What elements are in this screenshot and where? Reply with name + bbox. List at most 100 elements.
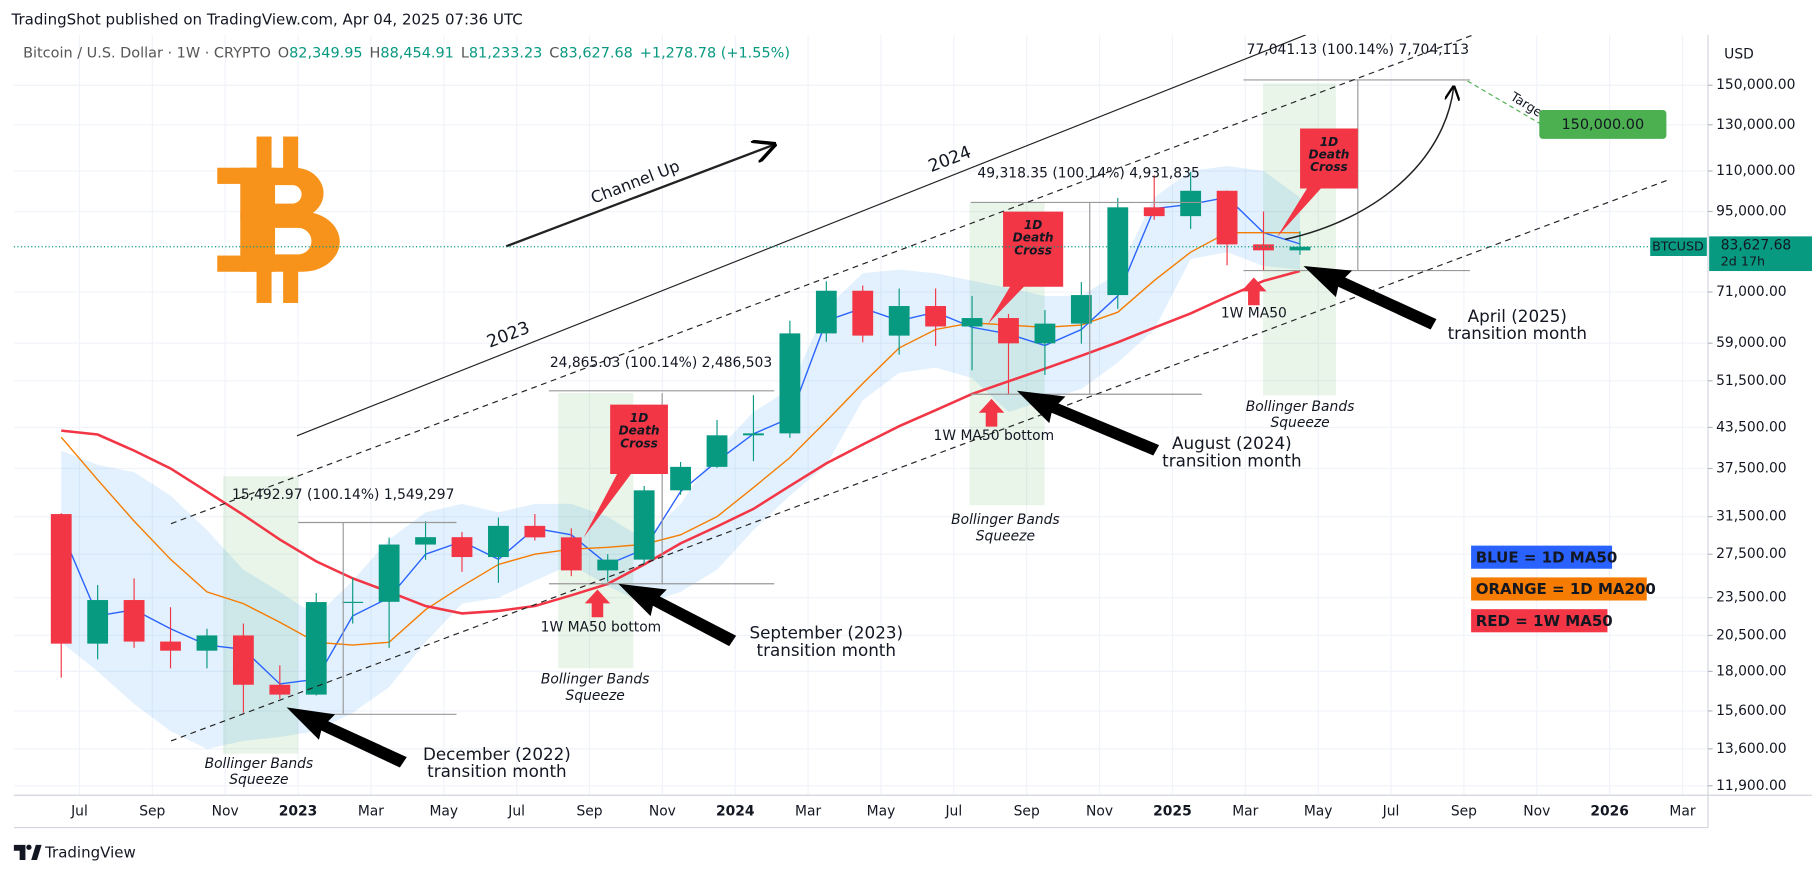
ohlc-value: 88,454.91 xyxy=(380,45,453,61)
bitcoin-logo xyxy=(217,136,340,303)
x-tick-label: Sep xyxy=(139,803,165,819)
callout-box xyxy=(583,404,668,538)
y-tick-label: 71,000.00 xyxy=(1716,284,1787,300)
plot-area xyxy=(50,34,1671,768)
big-arrows xyxy=(286,265,1437,768)
ma-line xyxy=(61,269,1301,615)
logo-part xyxy=(13,844,26,860)
measure xyxy=(970,201,1202,395)
annotation: Squeeze xyxy=(566,688,625,704)
annotation: 49,318.35 (100.14%) 4,931,835 xyxy=(977,166,1199,182)
x-tick-label: Nov xyxy=(1086,803,1113,819)
y-tick-label: 27,500.00 xyxy=(1716,546,1787,562)
callout-box xyxy=(1276,128,1358,238)
price-tag xyxy=(1709,236,1812,272)
y-tick-label: 37,500.00 xyxy=(1716,460,1787,476)
annotation: Bollinger Bands xyxy=(1246,399,1355,415)
logo-part xyxy=(256,136,272,172)
channel-upper xyxy=(170,34,1474,525)
annotation: December (2022) xyxy=(423,744,571,764)
callout-text: 1D xyxy=(1320,135,1339,149)
published-line: TradingShot published on TradingView.com… xyxy=(11,10,523,28)
channel-lower xyxy=(170,178,1671,742)
x-tick-label: May xyxy=(1304,803,1333,819)
candle-body xyxy=(160,641,181,651)
x-tick-label: 2023 xyxy=(279,803,318,819)
callout-text: Death xyxy=(1013,231,1054,245)
callout-text: Cross xyxy=(1014,243,1052,257)
candle-body xyxy=(342,601,364,603)
logo-part xyxy=(26,844,32,850)
callout-text: Cross xyxy=(620,436,658,450)
annotation: Squeeze xyxy=(976,528,1035,544)
annotation: transition month xyxy=(757,640,897,660)
candle-body xyxy=(232,635,254,685)
legend-text: ORANGE = 1D MA200 xyxy=(1476,580,1656,598)
candle-body xyxy=(815,290,837,334)
candle-body xyxy=(888,306,910,336)
x-tick-label: Mar xyxy=(358,803,384,819)
logo-part xyxy=(217,255,247,272)
annotation: April (2025) xyxy=(1468,306,1567,326)
candle-body xyxy=(305,602,327,695)
annotation: 1W MA50 bottom xyxy=(934,428,1055,444)
candle-body xyxy=(1143,207,1165,217)
x-tick-label: Nov xyxy=(212,803,239,819)
bollinger xyxy=(61,166,1300,749)
candle-body xyxy=(1216,190,1238,245)
candle-body xyxy=(269,684,291,695)
footer-logo xyxy=(13,844,42,860)
logo-part xyxy=(31,844,42,860)
annotation: 1W MA50 bottom xyxy=(541,620,662,636)
candle-body xyxy=(560,537,582,571)
annotation: transition month xyxy=(427,761,567,781)
y-tick-label: 18,000.00 xyxy=(1716,663,1787,679)
y-tick-label: 20,500.00 xyxy=(1716,627,1787,643)
y-tick-label: 15,600.00 xyxy=(1716,703,1787,719)
callout-text: 1D xyxy=(1024,218,1043,232)
candle-body xyxy=(488,525,509,558)
y-tick-label: 150,000.00 xyxy=(1716,77,1795,93)
legend-text: BLUE = 1D MA50 xyxy=(1476,548,1618,566)
annotation: August (2024) xyxy=(1172,433,1292,453)
y-tick-label: 11,900.00 xyxy=(1716,778,1787,794)
logo-part xyxy=(275,185,312,255)
candle-body xyxy=(743,433,764,436)
ohlc-value: 83,627.68 xyxy=(559,45,632,61)
candle-body xyxy=(415,537,436,545)
legend-box xyxy=(1471,609,1608,633)
x-tick-label: Jul xyxy=(507,803,525,819)
x-tick-label: 2024 xyxy=(716,803,755,819)
y-tick-label: 130,000.00 xyxy=(1716,117,1795,133)
countdown: 2d 17h xyxy=(1721,253,1765,268)
symbol-tag xyxy=(1650,237,1707,257)
y-tick-label: 95,000.00 xyxy=(1716,204,1787,220)
candle-body xyxy=(633,490,655,560)
candle-body xyxy=(779,333,801,434)
candle-body xyxy=(123,600,145,642)
candle-body xyxy=(524,525,546,538)
candle-body xyxy=(706,435,728,467)
candle-body xyxy=(670,466,691,491)
arrow xyxy=(618,583,737,647)
candle-body xyxy=(196,635,218,651)
candle-body xyxy=(961,318,983,327)
symbol-tag-text: BTCUSD xyxy=(1652,238,1704,253)
legend-text: RED = 1W MA50 xyxy=(1476,612,1613,630)
callout-text: Cross xyxy=(1310,160,1348,174)
logo-part xyxy=(283,136,299,172)
annotation: Squeeze xyxy=(229,772,288,788)
arrow xyxy=(286,707,407,768)
y-tick-label: 51,500.00 xyxy=(1716,373,1787,389)
annotation: 77,041.13 (100.14%) 7,704,113 xyxy=(1247,42,1469,58)
x-tick-label: Nov xyxy=(1523,803,1550,819)
x-tick-label: Jul xyxy=(70,803,88,819)
annotation: transition month xyxy=(1162,450,1302,470)
candle-body xyxy=(87,600,109,644)
ohlc-value: H xyxy=(370,45,381,61)
x-tick-label: Sep xyxy=(1451,803,1477,819)
ohlc-value: L xyxy=(461,45,469,61)
bollinger-area xyxy=(61,166,1300,749)
arrow xyxy=(1303,265,1437,330)
